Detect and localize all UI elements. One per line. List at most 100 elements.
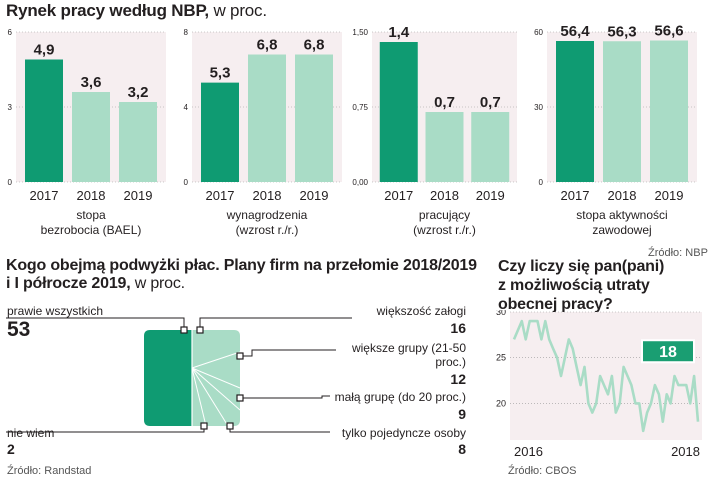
bar-2019	[119, 102, 157, 182]
leader-larger-groups	[240, 349, 336, 357]
leader-almost-all	[6, 317, 185, 330]
panel-caption: stopa	[76, 208, 106, 222]
bar-value-label: 0,7	[434, 94, 455, 111]
bar-panel-1: 6 3 0 4,9 2017 3,6 2018 3,2 2019 stopabezrobocia …	[8, 28, 166, 237]
panel-caption: bezrobocia (BAEL)	[41, 223, 142, 237]
leader-individuals	[229, 426, 330, 433]
last-value-badge	[641, 339, 695, 364]
x-tick-label: 2017	[384, 188, 413, 203]
line-title-line2: z możliwością utraty	[498, 277, 650, 294]
bar-value-label: 56,4	[560, 24, 590, 40]
pie-divider-4	[191, 367, 229, 427]
bar-value-label: 0,7	[480, 94, 501, 111]
x-tick-label: 2017	[30, 188, 59, 203]
x-start-label: 2016	[514, 444, 543, 459]
line-title-line3: obecnej pracy?	[498, 296, 613, 313]
bar-2018	[248, 54, 286, 182]
x-tick-label: 2019	[655, 188, 684, 203]
bar-2017	[201, 82, 239, 182]
bar-2018	[72, 92, 110, 182]
pie-title-suffix: w proc.	[130, 275, 185, 292]
bar-value-label: 3,2	[128, 84, 149, 101]
bar-value-label: 6,8	[304, 37, 325, 54]
x-tick-label: 2017	[561, 188, 590, 203]
y-tick-label: 8	[184, 28, 189, 37]
line-series	[512, 319, 700, 433]
panel-caption: wynagrodzenia	[226, 208, 308, 222]
bar-2017	[556, 41, 594, 182]
bar-2019	[650, 40, 688, 182]
y-tick-label: 6	[8, 28, 13, 37]
top-title-main: Rynek pracy według NBP,	[6, 1, 209, 20]
y-tick-label: 0	[8, 178, 13, 187]
x-tick-label: 2018	[608, 188, 637, 203]
x-tick-label: 2018	[77, 188, 106, 203]
panel-caption: stopa aktywności	[576, 208, 667, 222]
panel-caption: (wzrost r./r.)	[413, 223, 476, 237]
y-tick-label: 0	[184, 178, 189, 187]
y-tick-label: 60	[534, 28, 543, 37]
x-tick-label: 2018	[430, 188, 459, 203]
pie-divider-1	[191, 351, 241, 369]
pie-label-larger-groups-2: proc.)	[435, 355, 466, 369]
pie-divider-3	[191, 367, 241, 411]
x-tick-label: 2018	[253, 188, 282, 203]
bar-2018	[425, 112, 464, 182]
line-title-line1: Czy liczy się pan(pani)	[498, 258, 665, 275]
pie-source: Źródło: Randstad	[7, 465, 92, 477]
marker-larger-groups	[236, 352, 244, 360]
leader-majority	[199, 317, 352, 330]
y-tick-label: 0	[539, 178, 544, 187]
marker-majority	[196, 326, 204, 334]
pie-label-larger-groups: większe grupy (21-50	[351, 341, 466, 355]
marker-almost-all	[180, 326, 188, 334]
y-tick-label: 30	[534, 103, 543, 112]
pie-divider-5	[191, 367, 207, 427]
pie-value-almost-all: 53	[7, 318, 31, 341]
pie-value-small-group: 9	[458, 406, 466, 422]
pie-value-majority: 16	[450, 320, 466, 336]
bar-value-label: 4,9	[34, 42, 55, 59]
x-tick-label: 2019	[476, 188, 505, 203]
bar-panel-2: 8 4 0 5,3 2017 6,8 2018 6,8 2019 wynagrodzenia(wz…	[184, 28, 342, 237]
pie-chart	[6, 317, 352, 433]
bar-value-label: 5,3	[210, 65, 231, 82]
bar-2018	[603, 41, 641, 182]
x-tick-label: 2019	[124, 188, 153, 203]
pie-title-line1: Kogo obejmą podwyżki płac. Plany firm na…	[6, 257, 477, 274]
top-title-suffix: w proc.	[208, 1, 267, 20]
pie-divider-2	[191, 367, 241, 389]
pie-label-dont-know: nie wiem	[7, 426, 55, 440]
y-tick-label: 30	[496, 310, 506, 317]
y-tick-label: 0,00	[352, 178, 368, 187]
pie-label-majority: większość załogi	[376, 304, 466, 318]
bar-2017	[379, 42, 418, 182]
bar-value-label: 56,3	[607, 24, 636, 40]
bar-panel-4: 60 30 0 56,4 2017 56,3 2018 56,6 2019 stopa aktyw…	[534, 24, 697, 237]
pie-value-larger-groups: 12	[450, 371, 466, 387]
x-tick-label: 2017	[206, 188, 235, 203]
y-tick-label: 25	[496, 353, 506, 363]
y-tick-label: 1,50	[352, 28, 368, 37]
last-value-label: 18	[659, 344, 677, 361]
marker-individuals	[226, 422, 234, 430]
bar-value-label: 6,8	[257, 37, 278, 54]
y-tick-label: 4	[184, 103, 189, 112]
pie-label-individuals: tylko pojedyncze osoby	[341, 426, 466, 440]
pie-label-small-group: małą grupę (do 20 proc.)	[334, 390, 466, 404]
pie-value-individuals: 8	[458, 441, 466, 457]
y-tick-label: 3	[8, 103, 13, 112]
y-tick-label: 0,75	[352, 103, 368, 112]
line-source: Źródło: CBOS	[508, 465, 577, 477]
marker-dont-know	[200, 422, 208, 430]
panel-caption: pracujący	[419, 208, 470, 222]
pie-label-almost-all: prawie wszystkich	[7, 304, 104, 318]
pie-title: Kogo obejmą podwyżki płac. Plany firm na…	[6, 257, 477, 293]
pie-value-dont-know: 2	[7, 441, 15, 457]
bar-2017	[25, 59, 63, 182]
pie-slice-almost-all	[144, 330, 192, 426]
bar-charts: 6304,920173,620183,22019stopabezrobocia …	[8, 24, 697, 237]
bar-panel-3: 1,50 0,75 0,00 1,4 2017 0,7 2018 0,7 2019 pracują…	[352, 24, 517, 237]
